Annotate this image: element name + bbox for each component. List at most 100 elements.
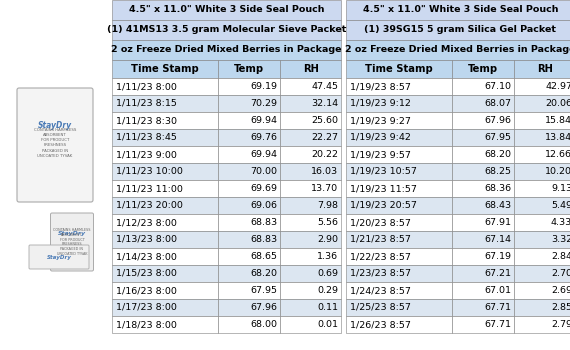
Text: 68.20: 68.20 (250, 269, 278, 278)
Bar (112, 95, 218, 112)
Text: 32.14: 32.14 (311, 99, 338, 108)
Text: 70.29: 70.29 (250, 99, 278, 108)
Text: 1/11/23 9:00: 1/11/23 9:00 (116, 150, 177, 159)
Bar (280, 146, 341, 163)
Text: 1/19/23 20:57: 1/19/23 20:57 (350, 201, 417, 210)
Bar (112, 299, 218, 316)
Bar (346, 265, 453, 282)
Text: 22.27: 22.27 (311, 133, 338, 142)
Text: StayDry: StayDry (58, 231, 86, 236)
Bar (112, 248, 218, 265)
Bar (280, 248, 341, 265)
Text: RH: RH (303, 64, 319, 74)
Text: 2.90: 2.90 (317, 235, 338, 244)
Text: 1/24/23 8:57: 1/24/23 8:57 (350, 286, 411, 295)
Bar (112, 214, 218, 231)
FancyBboxPatch shape (51, 213, 93, 271)
Bar (453, 129, 514, 146)
Text: 4.33: 4.33 (551, 218, 570, 227)
Bar (514, 282, 570, 299)
Bar (280, 214, 341, 231)
Text: 2.84: 2.84 (551, 252, 570, 261)
Bar (218, 60, 280, 78)
Bar (346, 0, 570, 20)
Text: 7.98: 7.98 (317, 201, 338, 210)
Bar (346, 316, 453, 333)
Text: 4.5" x 11.0" White 3 Side Seal Pouch: 4.5" x 11.0" White 3 Side Seal Pouch (363, 6, 558, 14)
Bar (453, 248, 514, 265)
Bar (453, 146, 514, 163)
Bar (346, 20, 570, 40)
Bar (453, 265, 514, 282)
Bar (514, 95, 570, 112)
Text: 1/19/23 9:12: 1/19/23 9:12 (350, 99, 411, 108)
Bar (514, 146, 570, 163)
Text: 0.69: 0.69 (317, 269, 338, 278)
Text: 16.03: 16.03 (311, 167, 338, 176)
Bar (218, 248, 280, 265)
Text: 42.97: 42.97 (545, 82, 570, 91)
Text: Temp: Temp (234, 64, 264, 74)
Text: 1/19/23 10:57: 1/19/23 10:57 (350, 167, 417, 176)
Bar (112, 180, 218, 197)
Bar (346, 146, 453, 163)
Text: (1) 39SG15 5 gram Silica Gel Packet: (1) 39SG15 5 gram Silica Gel Packet (364, 26, 556, 35)
Bar (514, 316, 570, 333)
Bar (218, 78, 280, 95)
Text: CONTAINS HARMLESS
ABSORBENT
FOR PRODUCT
FRESHNESS
PACKAGED IN
UNCOATED TYVAK: CONTAINS HARMLESS ABSORBENT FOR PRODUCT … (34, 128, 76, 158)
Bar (346, 282, 453, 299)
Bar (112, 20, 341, 40)
Bar (218, 231, 280, 248)
Text: Time Stamp: Time Stamp (131, 64, 199, 74)
Bar (280, 180, 341, 197)
Bar (112, 265, 218, 282)
Text: 0.29: 0.29 (317, 286, 338, 295)
Bar (218, 197, 280, 214)
Text: 67.71: 67.71 (484, 320, 511, 329)
Text: 0.11: 0.11 (317, 303, 338, 312)
Text: 67.01: 67.01 (484, 286, 511, 295)
Text: 67.95: 67.95 (484, 133, 511, 142)
Text: 4.5" x 11.0" White 3 Side Seal Pouch: 4.5" x 11.0" White 3 Side Seal Pouch (129, 6, 324, 14)
Bar (0, 0, 112, 350)
Text: 25.60: 25.60 (311, 116, 338, 125)
Bar (346, 163, 453, 180)
Bar (218, 265, 280, 282)
Bar (514, 299, 570, 316)
Bar (218, 163, 280, 180)
Text: 68.07: 68.07 (484, 99, 511, 108)
Text: 1/12/23 8:00: 1/12/23 8:00 (116, 218, 177, 227)
Bar (218, 214, 280, 231)
Text: 1/22/23 8:57: 1/22/23 8:57 (350, 252, 411, 261)
Bar (514, 214, 570, 231)
Text: 1/19/23 9:57: 1/19/23 9:57 (350, 150, 411, 159)
Bar (346, 248, 453, 265)
Bar (280, 129, 341, 146)
Bar (453, 197, 514, 214)
Bar (514, 129, 570, 146)
Bar (346, 214, 453, 231)
Bar (280, 197, 341, 214)
Bar (514, 112, 570, 129)
Text: 1/11/23 8:45: 1/11/23 8:45 (116, 133, 177, 142)
Bar (280, 282, 341, 299)
Bar (112, 163, 218, 180)
Bar (280, 112, 341, 129)
Text: 1/11/23 10:00: 1/11/23 10:00 (116, 167, 183, 176)
Text: 1/23/23 8:57: 1/23/23 8:57 (350, 269, 411, 278)
Text: 1/25/23 8:57: 1/25/23 8:57 (350, 303, 411, 312)
Text: StayDry: StayDry (47, 254, 71, 259)
Text: 70.00: 70.00 (250, 167, 278, 176)
Text: 1/15/23 8:00: 1/15/23 8:00 (116, 269, 177, 278)
Text: 13.70: 13.70 (311, 184, 338, 193)
Text: 2.70: 2.70 (551, 269, 570, 278)
Text: RH: RH (537, 64, 552, 74)
Text: 67.14: 67.14 (484, 235, 511, 244)
Text: 1/18/23 8:00: 1/18/23 8:00 (116, 320, 177, 329)
Text: 47.45: 47.45 (311, 82, 338, 91)
Text: 69.94: 69.94 (250, 116, 278, 125)
Text: 1/26/23 8:57: 1/26/23 8:57 (350, 320, 411, 329)
Text: 1/20/23 8:57: 1/20/23 8:57 (350, 218, 411, 227)
Bar (514, 265, 570, 282)
FancyBboxPatch shape (17, 88, 93, 202)
